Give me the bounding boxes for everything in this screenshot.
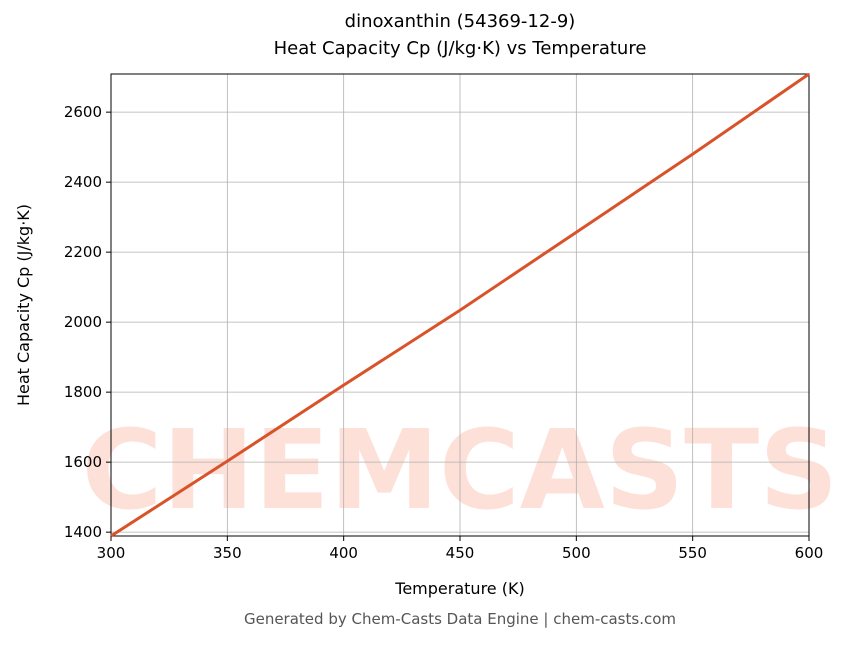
x-tick-label: 450 — [446, 544, 475, 562]
x-tick-label: 500 — [562, 544, 591, 562]
y-tick-label: 2000 — [64, 313, 102, 331]
y-tick-label: 1800 — [64, 383, 102, 401]
x-tick-label: 300 — [97, 544, 126, 562]
y-tick-label: 2600 — [64, 103, 102, 121]
x-axis-label: Temperature (K) — [394, 579, 524, 598]
plot-frame — [110, 73, 810, 537]
y-tick-label: 2400 — [64, 173, 102, 191]
y-axis-label: Heat Capacity Cp (J/kg·K) — [14, 204, 33, 406]
x-tick-label: 350 — [213, 544, 242, 562]
footer: Generated by Chem-Casts Data Engine | ch… — [244, 610, 676, 628]
data-line — [110, 72, 810, 538]
y-tick-label: 1400 — [64, 523, 102, 541]
chart-subtitle: Heat Capacity Cp (J/kg·K) vs Temperature — [274, 38, 647, 59]
y-tick-label: 1600 — [64, 453, 102, 471]
x-tick-label: 400 — [329, 544, 358, 562]
y-tick-label: 2200 — [64, 243, 102, 261]
chart-title: dinoxanthin (54369-12-9) — [345, 11, 576, 32]
x-tick-label: 600 — [795, 544, 824, 562]
x-tick-label: 550 — [678, 544, 707, 562]
